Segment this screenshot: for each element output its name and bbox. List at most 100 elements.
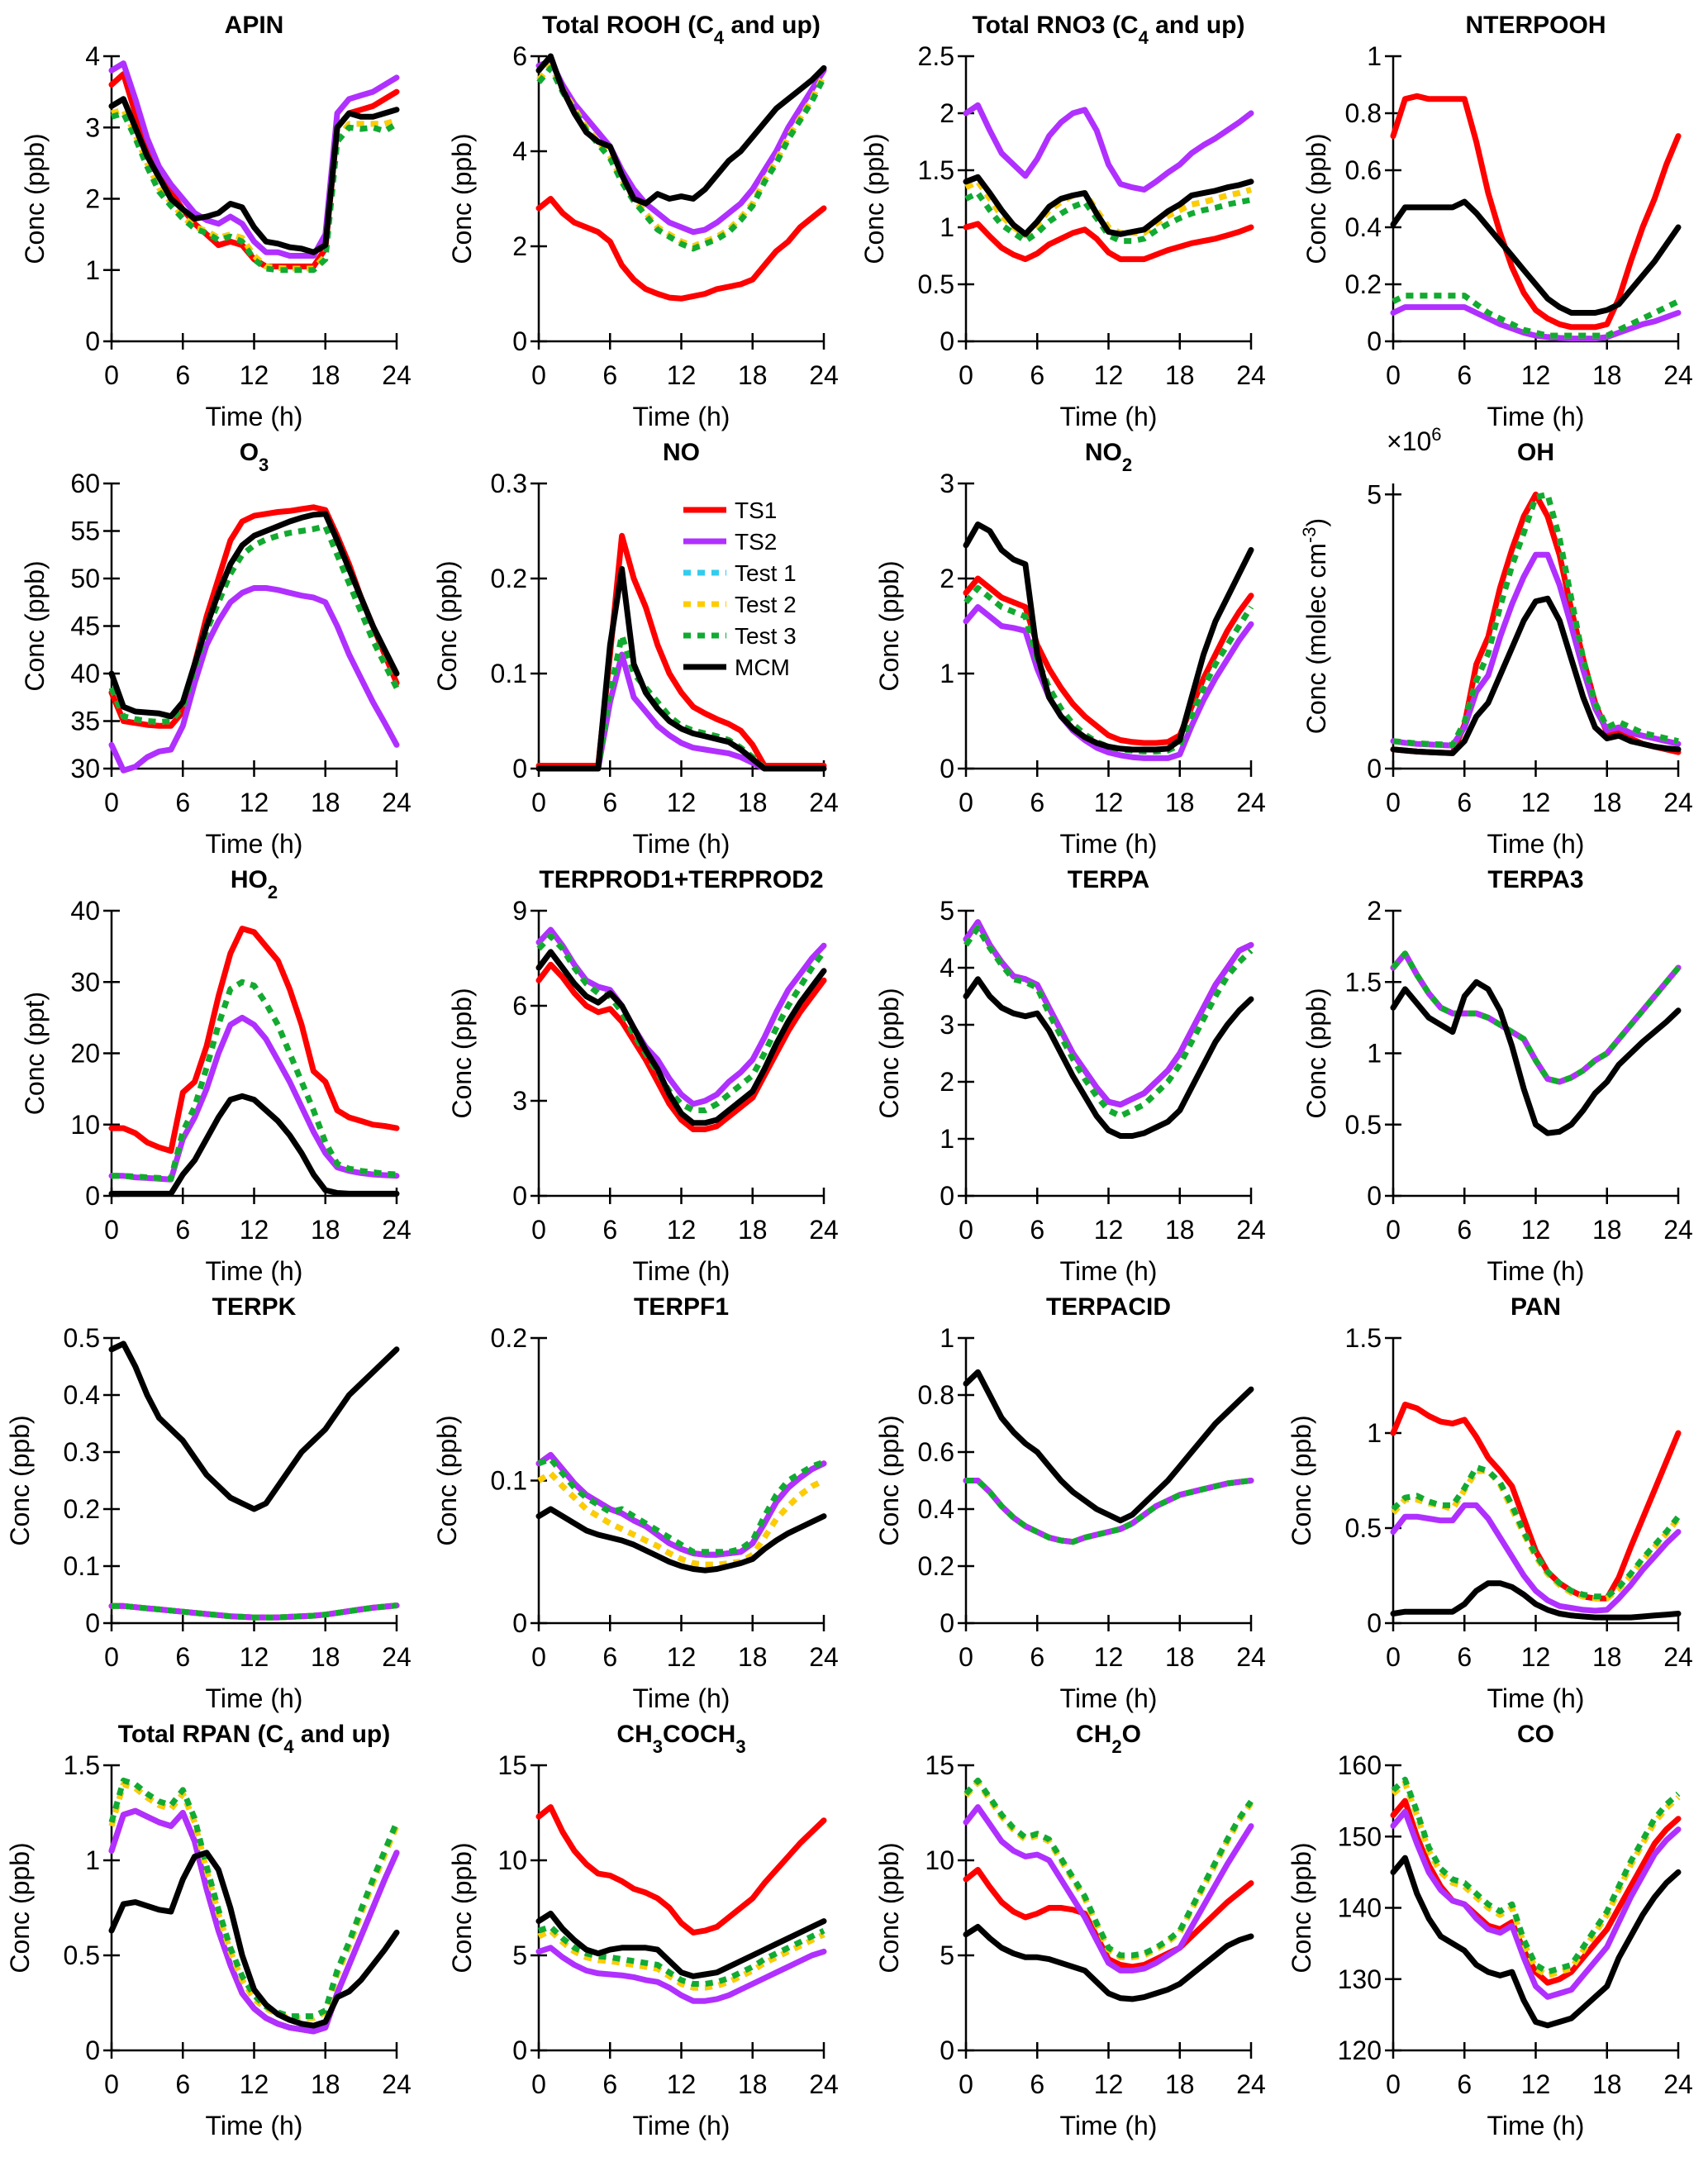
y-tick-label: 40 xyxy=(70,896,100,926)
y-tick-label: 0.3 xyxy=(491,469,527,498)
x-tick-label: 24 xyxy=(382,1642,412,1672)
y-tick-label: 0 xyxy=(512,754,527,783)
y-tick-label: 30 xyxy=(70,967,100,997)
x-tick-label: 6 xyxy=(175,360,190,390)
y-tick-label: 2.5 xyxy=(918,41,954,71)
x-tick-label: 18 xyxy=(311,1215,340,1245)
y-tick-label: 30 xyxy=(70,754,100,783)
x-tick-label: 6 xyxy=(602,1215,617,1245)
series-line-ts2 xyxy=(963,102,1254,193)
series-line-test-2 xyxy=(1392,491,1679,748)
y-tick-label: 160 xyxy=(1338,1750,1382,1780)
x-tick-label: 12 xyxy=(240,1642,269,1672)
series-line-test-1 xyxy=(963,1779,1254,1960)
x-tick-label: 6 xyxy=(1030,1642,1044,1672)
series-line-mcm xyxy=(108,1340,400,1512)
series-line-ts1 xyxy=(535,961,827,1132)
y-tick-label: 0.5 xyxy=(1345,1513,1382,1543)
x-tick-label: 12 xyxy=(240,360,269,390)
series-line-mcm xyxy=(963,1369,1254,1524)
series-line-mcm xyxy=(1390,595,1682,756)
x-tick-label: 12 xyxy=(240,2069,269,2099)
series-line-ts1 xyxy=(963,575,1254,746)
x-tick-label: 0 xyxy=(1386,2069,1401,2099)
panel-o3: O3 0 6 12 18 24 30 35 40 45 50 55 60 Time (h) Conc (pp… xyxy=(20,439,412,859)
x-tick-label: 0 xyxy=(959,2069,973,2099)
x-tick-label: 6 xyxy=(1030,788,1044,817)
y-tick-label: 0 xyxy=(940,1608,954,1638)
legend-item-test-3: Test 3 xyxy=(683,623,797,649)
x-tick-label: 0 xyxy=(1386,1215,1401,1245)
panel-ch3coch3: CH3COCH3 0 6 12 18 24 0 5 10 15 Time (h) Conc (ppb) xyxy=(447,1721,839,2140)
x-tick-label: 12 xyxy=(1094,2069,1124,2099)
series-line-test-3 xyxy=(1391,1464,1681,1600)
x-tick-label: 24 xyxy=(1663,2069,1693,2099)
series-line-ts2 xyxy=(1390,1808,1682,2000)
y-tick-label: 0.2 xyxy=(918,1551,954,1581)
y-tick-label: 0.2 xyxy=(491,1323,527,1353)
x-tick-label: 12 xyxy=(1094,788,1124,817)
series-line-mcm xyxy=(963,521,1254,753)
x-tick-label: 12 xyxy=(1094,1215,1124,1245)
x-tick-label: 0 xyxy=(959,788,973,817)
series-line-ts2 xyxy=(108,60,400,259)
x-tick-label: 24 xyxy=(1663,1642,1693,1672)
x-tick-label: 24 xyxy=(1236,360,1266,390)
x-tick-label: 6 xyxy=(602,1642,617,1672)
series-line-test-2 xyxy=(963,925,1254,1119)
series-line-ts2 xyxy=(963,1804,1254,1974)
y-tick-label: 40 xyxy=(70,659,100,688)
y-tick-label: 1.5 xyxy=(64,1750,100,1780)
series-line-mcm xyxy=(108,1850,400,2029)
x-axis-label: Time (h) xyxy=(633,402,730,431)
y-tick-label: 0.5 xyxy=(918,269,954,299)
x-tick-label: 12 xyxy=(667,1215,697,1245)
series-line-test-1 xyxy=(1392,491,1679,748)
y-tick-label: 55 xyxy=(70,517,100,546)
y-tick-label: 1 xyxy=(940,1124,954,1154)
x-tick-label: 0 xyxy=(531,1215,546,1245)
x-tick-label: 6 xyxy=(1457,1215,1472,1245)
panel-terpf1: TERPF1 0 6 12 18 24 0 0.1 0.2 Time (h) Conc (ppb) xyxy=(432,1293,839,1713)
series-line-test-3 xyxy=(108,523,400,726)
series-line-test-1 xyxy=(112,979,397,1182)
series-line-test-2 xyxy=(536,933,826,1113)
x-tick-label: 24 xyxy=(382,1215,412,1245)
panel-title: Total RNO3 (C4 and up) xyxy=(972,12,1244,48)
y-tick-label: 120 xyxy=(1338,2036,1382,2065)
x-tick-label: 24 xyxy=(809,1215,839,1245)
x-tick-label: 18 xyxy=(1592,2069,1622,2099)
series-line-ts2 xyxy=(1390,1502,1682,1614)
panel-title: PAN xyxy=(1511,1293,1561,1321)
legend-label: TS1 xyxy=(735,498,777,523)
x-tick-label: 18 xyxy=(1592,1642,1622,1672)
series-line-ts2 xyxy=(108,1807,400,2035)
x-tick-label: 24 xyxy=(1236,788,1266,817)
y-tick-label: 0 xyxy=(512,2036,527,2065)
panel-terpk: TERPK 0 6 12 18 24 0 0.1 0.2 0.3 0.4 0.5 Time (h) Con… xyxy=(5,1293,412,1713)
y-tick-label: 0 xyxy=(1367,1608,1382,1638)
y-axis-label: Conc (ppb) xyxy=(874,1415,904,1545)
x-tick-label: 24 xyxy=(1236,1642,1266,1672)
x-tick-label: 12 xyxy=(1094,1642,1124,1672)
y-tick-label: 5 xyxy=(512,1940,527,1970)
y-axis-label: Conc (ppt) xyxy=(20,992,50,1115)
y-tick-label: 0 xyxy=(512,326,527,356)
y-tick-label: 1 xyxy=(1367,1039,1382,1069)
x-tick-label: 24 xyxy=(1663,1215,1693,1245)
y-tick-label: 0.2 xyxy=(64,1494,100,1524)
y-tick-label: 0 xyxy=(1367,1181,1382,1211)
y-tick-label: 3 xyxy=(940,469,954,498)
y-tick-label: 0 xyxy=(940,2036,954,2065)
panel-title: CO xyxy=(1517,1721,1554,1748)
y-tick-label: 20 xyxy=(70,1039,100,1069)
x-axis-label: Time (h) xyxy=(633,1683,730,1713)
x-tick-label: 18 xyxy=(311,360,340,390)
x-tick-label: 18 xyxy=(1592,788,1622,817)
x-tick-label: 6 xyxy=(1457,360,1472,390)
y-axis-label: Conc (ppb) xyxy=(1287,1842,1316,1973)
y-tick-label: 0.8 xyxy=(1345,98,1382,128)
